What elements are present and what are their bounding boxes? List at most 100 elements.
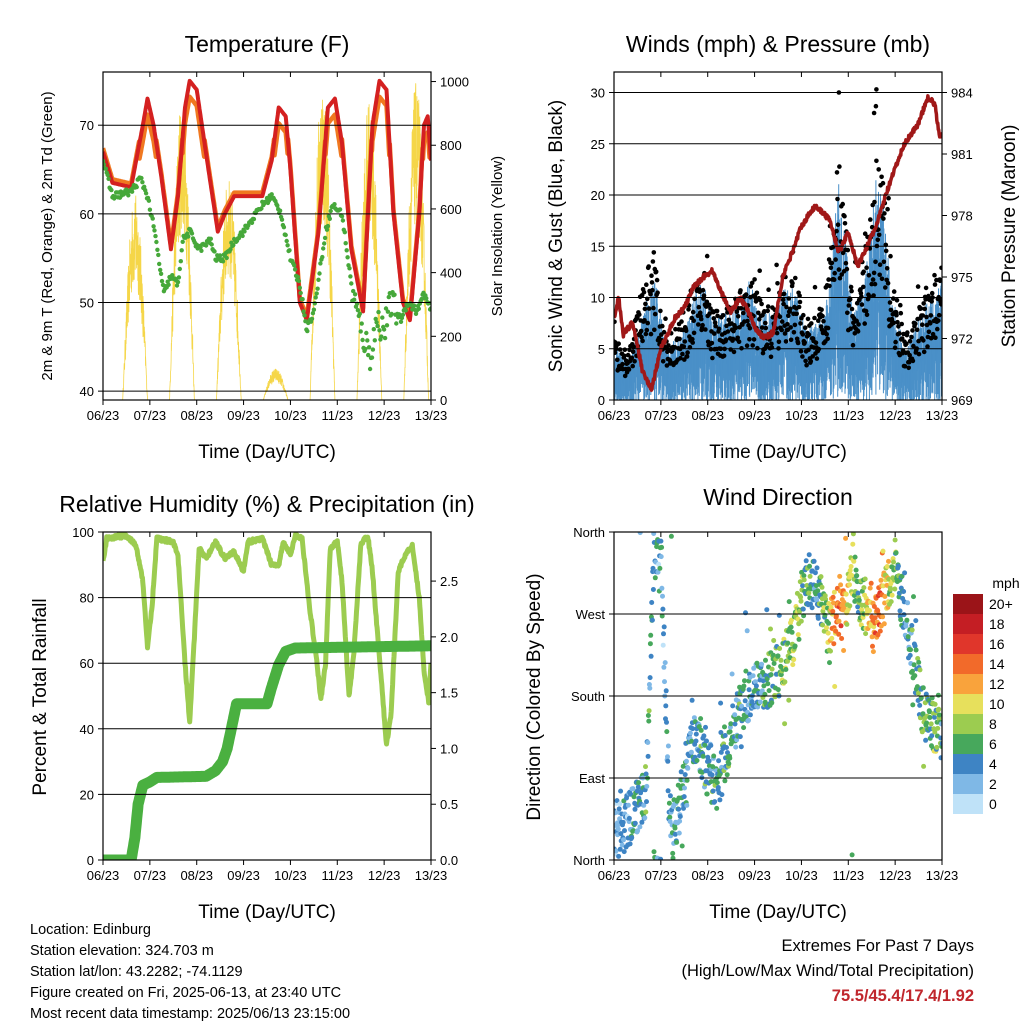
direction-point [693, 738, 699, 744]
dewpoint-point [379, 334, 384, 339]
solar-series-line [103, 83, 431, 400]
direction-point [771, 661, 777, 666]
gust-point [769, 341, 774, 347]
direction-point [631, 794, 637, 800]
direction-point [798, 594, 804, 600]
humidity-ytick-label: 80 [80, 591, 94, 606]
direction-point [620, 819, 626, 825]
temperature-xtick-label: 09/23 [227, 408, 260, 423]
dewpoint-point [154, 239, 159, 245]
direction-point [664, 719, 669, 725]
direction-point [881, 621, 887, 627]
gust-point [827, 283, 832, 289]
direction-point [651, 849, 657, 855]
dewpoint-point [277, 208, 283, 213]
gust-point [840, 201, 845, 207]
gust-point [795, 340, 801, 346]
gust-point [936, 312, 942, 318]
gust-point [616, 341, 621, 347]
direction-point [833, 613, 839, 619]
gust-point [843, 260, 849, 266]
direction-point [639, 819, 645, 825]
gust-point [787, 306, 793, 312]
direction-point [742, 698, 748, 704]
humidity-series-group [103, 532, 431, 860]
direction-point [807, 573, 813, 579]
gust-point [646, 264, 651, 269]
direction-point [635, 784, 641, 790]
direction-point [939, 741, 942, 746]
dewpoint-point [413, 311, 419, 316]
gust-point [798, 321, 803, 326]
direction-point [938, 735, 942, 741]
gust-point [704, 253, 710, 259]
dewpoint-point [359, 321, 364, 326]
dewpoint-point [416, 306, 421, 311]
winds-title: Winds (mph) & Pressure (mb) [626, 31, 930, 57]
gust-point [660, 359, 666, 364]
gust-point [743, 292, 749, 297]
direction-point [814, 565, 820, 571]
humidity-xtick-label: 08/23 [180, 868, 213, 883]
gust-point [800, 354, 805, 359]
gust-point [765, 308, 770, 314]
direction-point [724, 772, 730, 778]
gust-point [685, 350, 690, 355]
direction-point [637, 824, 643, 830]
direction-point [736, 715, 742, 721]
direction-point [662, 660, 668, 666]
direction-point [643, 809, 649, 815]
gust-point [898, 302, 903, 308]
direction-point [920, 711, 926, 717]
gust-point [825, 336, 830, 342]
direction-point [830, 608, 836, 614]
direction-point [666, 800, 672, 806]
humidity-ytick-label: 0 [87, 853, 94, 868]
gust-point [706, 302, 712, 308]
direction-point [647, 675, 653, 681]
dewpoint-point [259, 206, 264, 211]
direction-point [700, 753, 706, 759]
direction-point [661, 624, 667, 630]
direction-point [905, 600, 911, 606]
dewpoint-point [328, 208, 333, 214]
gust-point [793, 275, 798, 281]
gust-point [876, 167, 881, 172]
humidity-xtick-label: 10/23 [274, 868, 307, 883]
gust-point [921, 349, 927, 355]
direction-ytick-label: South [571, 689, 605, 704]
direction-point [839, 636, 845, 641]
gust-point [836, 267, 842, 272]
temperature-xtick-label: 12/23 [368, 408, 401, 423]
dewpoint-point [366, 345, 372, 350]
gust-point [625, 352, 631, 358]
gust-point [864, 265, 869, 271]
direction-point [727, 729, 733, 735]
dewpoint-point [345, 255, 350, 260]
pressure-series-line [614, 94, 942, 392]
dewpoint-point [320, 254, 325, 260]
direction-point [901, 589, 907, 594]
gust-point [649, 273, 654, 279]
winds-xtick-label: 07/23 [645, 408, 678, 423]
dewpoint-point [321, 246, 326, 251]
created-text: Figure created on Fri, 2025-06-13, at 23… [30, 985, 342, 1001]
gust-point [928, 313, 934, 318]
dewpoint-point [179, 248, 184, 253]
direction-point [710, 788, 716, 794]
dewpoint-point [324, 227, 330, 232]
gust-point [698, 316, 704, 322]
direction-point [681, 805, 686, 811]
gust-point [802, 340, 807, 345]
direction-point [668, 533, 674, 539]
gust-point [788, 325, 793, 330]
direction-point [681, 794, 687, 800]
direction-point [677, 818, 683, 824]
direction-point [786, 599, 792, 605]
winds-xtick-label: 13/23 [926, 408, 959, 423]
gust-point [765, 304, 771, 309]
gust-point [813, 340, 819, 346]
direction-xtick-label: 06/23 [598, 868, 631, 883]
direction-point [920, 685, 926, 691]
direction-point [908, 647, 913, 653]
